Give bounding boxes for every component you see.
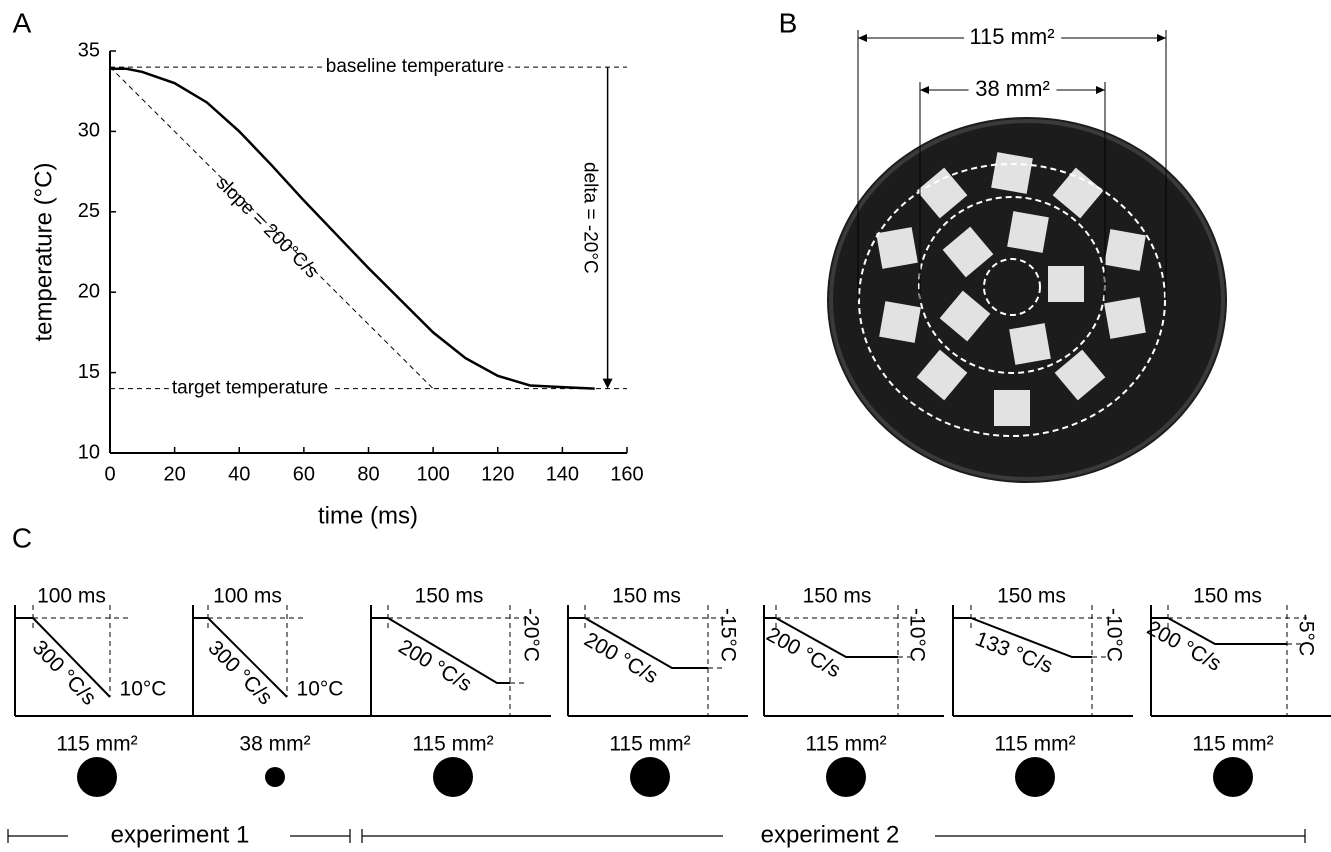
- stimulus-profile: [15, 617, 111, 698]
- area-dot: [77, 757, 117, 797]
- temperature-label: -20°C: [519, 608, 542, 662]
- stimulus-profile: [1151, 617, 1287, 645]
- delta-label: delta = -20°C: [580, 162, 601, 274]
- x-tick-label: 40: [228, 463, 250, 485]
- x-tick-label: 60: [293, 463, 315, 485]
- stimulus-profile: [953, 617, 1092, 658]
- x-tick-label: 0: [104, 463, 115, 485]
- outer-area-label: 115 mm²: [969, 24, 1054, 49]
- rate-label: 200 °C/s: [763, 623, 845, 682]
- x-tick-label: 80: [357, 463, 379, 485]
- temperature-label: -10°C: [905, 608, 928, 662]
- duration-label: 150 ms: [997, 585, 1066, 608]
- temperature-label: -10°C: [1102, 608, 1125, 662]
- outer-area: [858, 163, 1166, 437]
- y-tick-label: 25: [78, 200, 100, 222]
- stimulus-profile: [764, 617, 898, 658]
- arrow-head: [602, 378, 613, 389]
- area-label: 115 mm²: [1192, 733, 1273, 756]
- thermode-element: [1009, 323, 1051, 365]
- thermode-element: [991, 152, 1033, 194]
- area-dot: [1213, 757, 1253, 797]
- area-label: 115 mm²: [609, 733, 690, 756]
- panel-label: C: [12, 522, 32, 553]
- thermode-element: [1007, 211, 1049, 253]
- thermode-element: [876, 227, 918, 269]
- area-label: 38 mm²: [239, 733, 310, 756]
- slope-label: slope = 200°C/s: [212, 173, 322, 283]
- thermode-element: [994, 390, 1030, 426]
- y-tick-label: 15: [78, 361, 100, 383]
- thermode-element: [939, 290, 991, 342]
- thermode-element: [1052, 167, 1104, 219]
- rate-label: 200 °C/s: [394, 635, 475, 696]
- x-axis-label: time (ms): [318, 502, 418, 529]
- x-tick-label: 20: [164, 463, 186, 485]
- temperature-label: 10°C: [297, 678, 344, 701]
- area-dot: [265, 767, 285, 787]
- x-tick-label: 160: [610, 463, 643, 485]
- area-label: 115 mm²: [805, 733, 886, 756]
- rate-label: 200 °C/s: [1143, 617, 1225, 676]
- panel-label: B: [779, 7, 798, 38]
- stimulus-profile: [568, 617, 708, 669]
- temperature-label: -15°C: [716, 608, 739, 662]
- y-axis-label: temperature (°C): [30, 163, 57, 342]
- stimulator-photo: [827, 117, 1227, 483]
- area-dot: [630, 757, 670, 797]
- stimulus-profile: [371, 617, 510, 684]
- y-tick-label: 30: [78, 120, 100, 142]
- data-line: [110, 67, 595, 390]
- thermode-element: [1104, 297, 1146, 339]
- rate-label: 200 °C/s: [580, 628, 661, 688]
- y-tick-label: 20: [78, 280, 100, 302]
- duration-label: 150 ms: [612, 585, 681, 608]
- slope-line: [109, 66, 434, 390]
- x-tick-label: 140: [546, 463, 579, 485]
- x-tick-label: 120: [481, 463, 514, 485]
- thermode-element: [879, 301, 921, 343]
- thermode-element: [916, 167, 968, 219]
- reference-label: target temperature: [172, 378, 328, 399]
- thermode-element: [1104, 229, 1146, 271]
- inner-area-label: 38 mm²: [975, 76, 1050, 101]
- y-tick-label: 10: [78, 441, 100, 463]
- y-tick-label: 35: [78, 39, 100, 61]
- stimulus-profile: [193, 617, 288, 698]
- area-dot: [433, 757, 473, 797]
- reference-label: baseline temperature: [326, 56, 505, 77]
- experiment-label: experiment 2: [761, 821, 900, 848]
- experiment-label: experiment 1: [111, 821, 250, 848]
- thermode-element: [942, 226, 994, 278]
- area-label: 115 mm²: [412, 733, 493, 756]
- stimulator-rim: [829, 119, 1225, 481]
- thermode-element: [916, 349, 968, 401]
- center-area: [983, 258, 1041, 316]
- x-tick-label: 100: [416, 463, 449, 485]
- temperature-label: 10°C: [120, 678, 167, 701]
- area-dot: [1015, 757, 1055, 797]
- thermode-element: [1048, 266, 1084, 302]
- area-dot: [826, 757, 866, 797]
- duration-label: 100 ms: [213, 585, 282, 608]
- duration-label: 150 ms: [1193, 585, 1262, 608]
- duration-label: 100 ms: [37, 585, 106, 608]
- thermode-element: [1054, 349, 1106, 401]
- temperature-label: -5°C: [1294, 614, 1317, 656]
- duration-label: 150 ms: [803, 585, 872, 608]
- rate-label: 300 °C/s: [28, 636, 101, 710]
- area-label: 115 mm²: [994, 733, 1075, 756]
- area-label: 115 mm²: [56, 733, 137, 756]
- rate-label: 300 °C/s: [203, 636, 276, 709]
- panel-label: A: [13, 7, 32, 38]
- duration-label: 150 ms: [415, 585, 484, 608]
